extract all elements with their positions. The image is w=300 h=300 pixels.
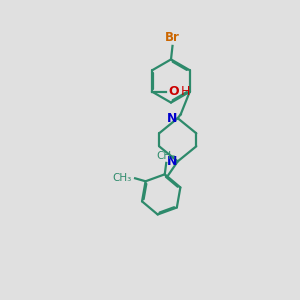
Text: CH₃: CH₃ — [112, 173, 131, 183]
Text: N: N — [167, 112, 178, 125]
Text: CH₃: CH₃ — [157, 151, 176, 161]
Text: N: N — [167, 155, 178, 168]
Text: O: O — [169, 85, 179, 98]
Text: Br: Br — [165, 32, 180, 44]
Text: H: H — [181, 85, 190, 98]
